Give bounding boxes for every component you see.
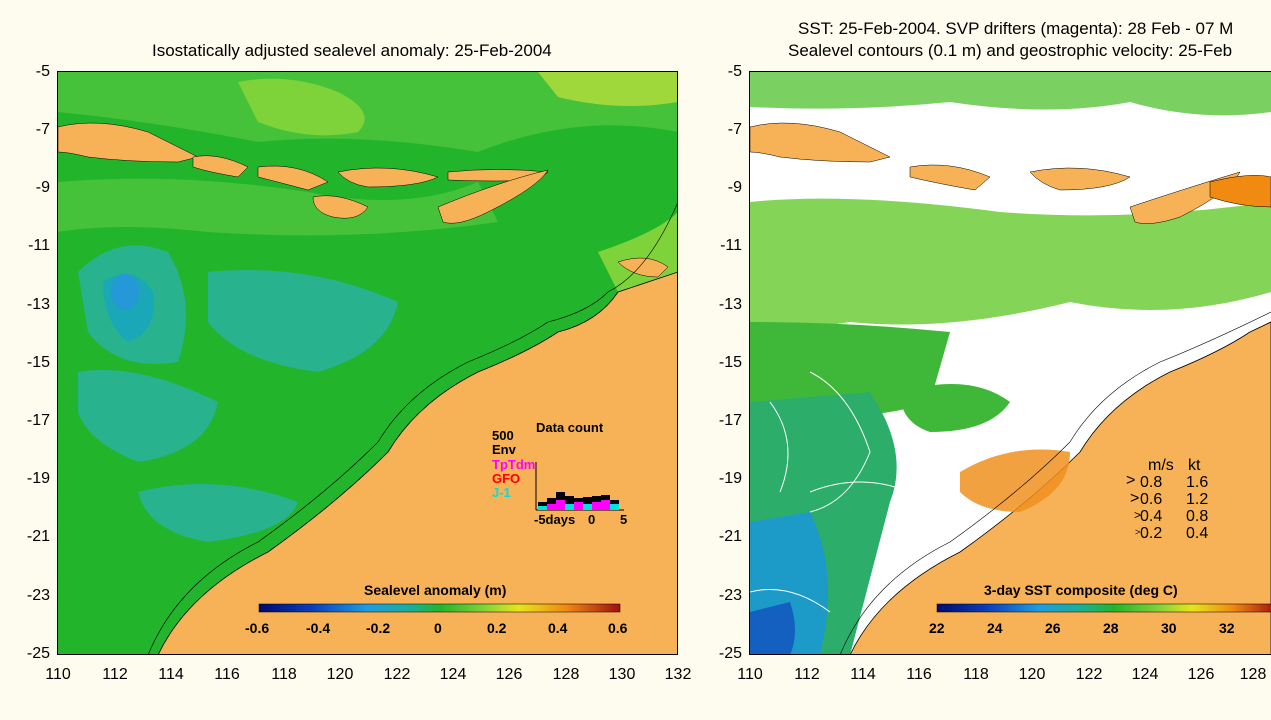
y-tick: -5 [727,63,742,80]
sealevel-map-graphic [58,72,678,655]
y-tick: -23 [26,587,50,604]
velocity-kt: 1.2 [1186,491,1209,508]
sst-colorbar-tick: 24 [987,620,1003,636]
y-tick: -21 [718,528,742,545]
data-count-scale: 500 [492,428,514,443]
y-tick: -17 [718,412,742,429]
data-count-xtick-5: 5 [620,512,628,527]
y-tick: -5 [35,63,50,80]
y-tick: -7 [727,121,742,138]
sst-colorbar-tick: 30 [1161,620,1177,636]
data-count-bars [535,462,624,511]
x-tick: 120 [1018,666,1046,683]
y-tick: -13 [26,296,50,313]
data-count-xtick-0: 0 [588,512,596,527]
x-tick: 120 [326,666,354,683]
colorbar-tick: -0.4 [306,620,331,636]
x-tick: 110 [45,666,71,683]
x-tick: 128 [552,666,580,683]
data-count-title: Data count [536,420,604,435]
sealevel-colorbar [258,603,621,613]
sst-colorbar-tick: 28 [1103,620,1119,636]
y-tick: -15 [26,354,50,371]
x-tick: 114 [850,666,876,683]
data-count-legend-env: Env [492,442,516,457]
velocity-legend-header-ms: m/s [1148,457,1174,474]
data-count-inset: Data count 500 Env TpTdm GFO J-1 [490,420,640,530]
x-tick: 112 [794,666,820,683]
y-tick: -13 [718,296,742,313]
sst-map-graphic [750,72,1271,655]
data-count-legend-tptdm: TpTdm [492,457,536,472]
arrow-icon: > [1135,527,1141,537]
velocity-legend: m/s kt > 0.8 1.6 > 0.6 1.2 > 0.4 0.8 > 0… [1126,457,1256,547]
data-count-legend-j1: J-1 [492,485,511,500]
arrow-icon: > [1134,508,1142,522]
colorbar-tick: -0.2 [366,620,391,636]
sealevel-colorbar-label: Sealevel anomaly (m) [364,582,507,598]
x-tick: 110 [737,666,763,683]
x-tick: 130 [608,666,636,683]
sst-colorbar-tick: 22 [929,620,945,636]
colorbar-tick: 0.4 [548,620,568,636]
y-tick: -25 [718,645,742,662]
y-tick: -19 [718,470,742,487]
y-tick: -19 [26,470,50,487]
x-tick: 112 [102,666,128,683]
arrow-icon: > [1126,472,1136,489]
y-tick: -23 [718,587,742,604]
left-map-title: Isostatically adjusted sealevel anomaly:… [152,41,552,60]
velocity-ms: 0.6 [1140,491,1163,508]
velocity-kt: 0.4 [1186,525,1209,542]
y-tick: -11 [28,237,50,254]
velocity-kt: 0.8 [1186,508,1209,525]
sst-colorbar-tick: 26 [1045,620,1061,636]
y-tick: -15 [718,354,742,371]
sealevel-colorbar-ticks: -0.6 -0.4 -0.2 0 0.2 0.4 0.6 [245,620,635,638]
x-tick: 118 [963,666,989,683]
x-tick: 116 [214,666,240,683]
y-tick: -25 [26,645,50,662]
arrow-icon: > [1130,490,1140,507]
x-tick: 126 [495,666,523,683]
velocity-legend-header-kt: kt [1188,457,1201,474]
right-map-title-line2: Sealevel contours (0.1 m) and geostrophi… [788,41,1233,60]
data-count-xlabel: -5days [534,512,576,527]
x-tick: 118 [271,666,297,683]
sealevel-anomaly-map: Sealevel anomaly (m) -0.6 -0.4 -0.2 0 0.… [58,72,678,655]
x-tick: 124 [1131,666,1159,683]
velocity-kt: 1.6 [1186,474,1209,491]
colorbar-tick: 0.6 [608,620,628,636]
sst-map: 3-day SST composite (deg C) 22 24 26 28 … [750,72,1271,655]
sst-colorbar [936,603,1271,613]
x-tick: 126 [1187,666,1215,683]
data-count-legend-gfo: GFO [492,471,521,486]
x-tick: 116 [906,666,932,683]
y-tick: -11 [720,237,742,254]
y-tick: -7 [35,121,50,138]
y-tick: -9 [727,179,742,196]
right-map-title-line1: SST: 25-Feb-2004. SVP drifters (magenta)… [798,19,1234,38]
sst-colorbar-tick: 32 [1219,620,1235,636]
x-tick: 122 [1075,666,1103,683]
x-tick: 124 [439,666,467,683]
sst-colorbar-label: 3-day SST composite (deg C) [984,582,1178,598]
colorbar-tick: -0.6 [245,620,270,636]
colorbar-tick: 0 [434,620,442,636]
y-tick: -21 [26,528,50,545]
velocity-ms: 0.8 [1140,474,1163,491]
velocity-ms: 0.2 [1140,525,1163,542]
x-tick: 128 [1239,666,1267,683]
velocity-ms: 0.4 [1140,508,1163,525]
y-tick: -17 [26,412,50,429]
sst-colorbar-ticks: 22 24 26 28 30 32 [927,620,1267,638]
y-tick: -9 [35,179,50,196]
x-tick: 122 [383,666,411,683]
x-tick: 114 [158,666,184,683]
x-tick: 132 [664,666,692,683]
colorbar-tick: 0.2 [487,620,507,636]
